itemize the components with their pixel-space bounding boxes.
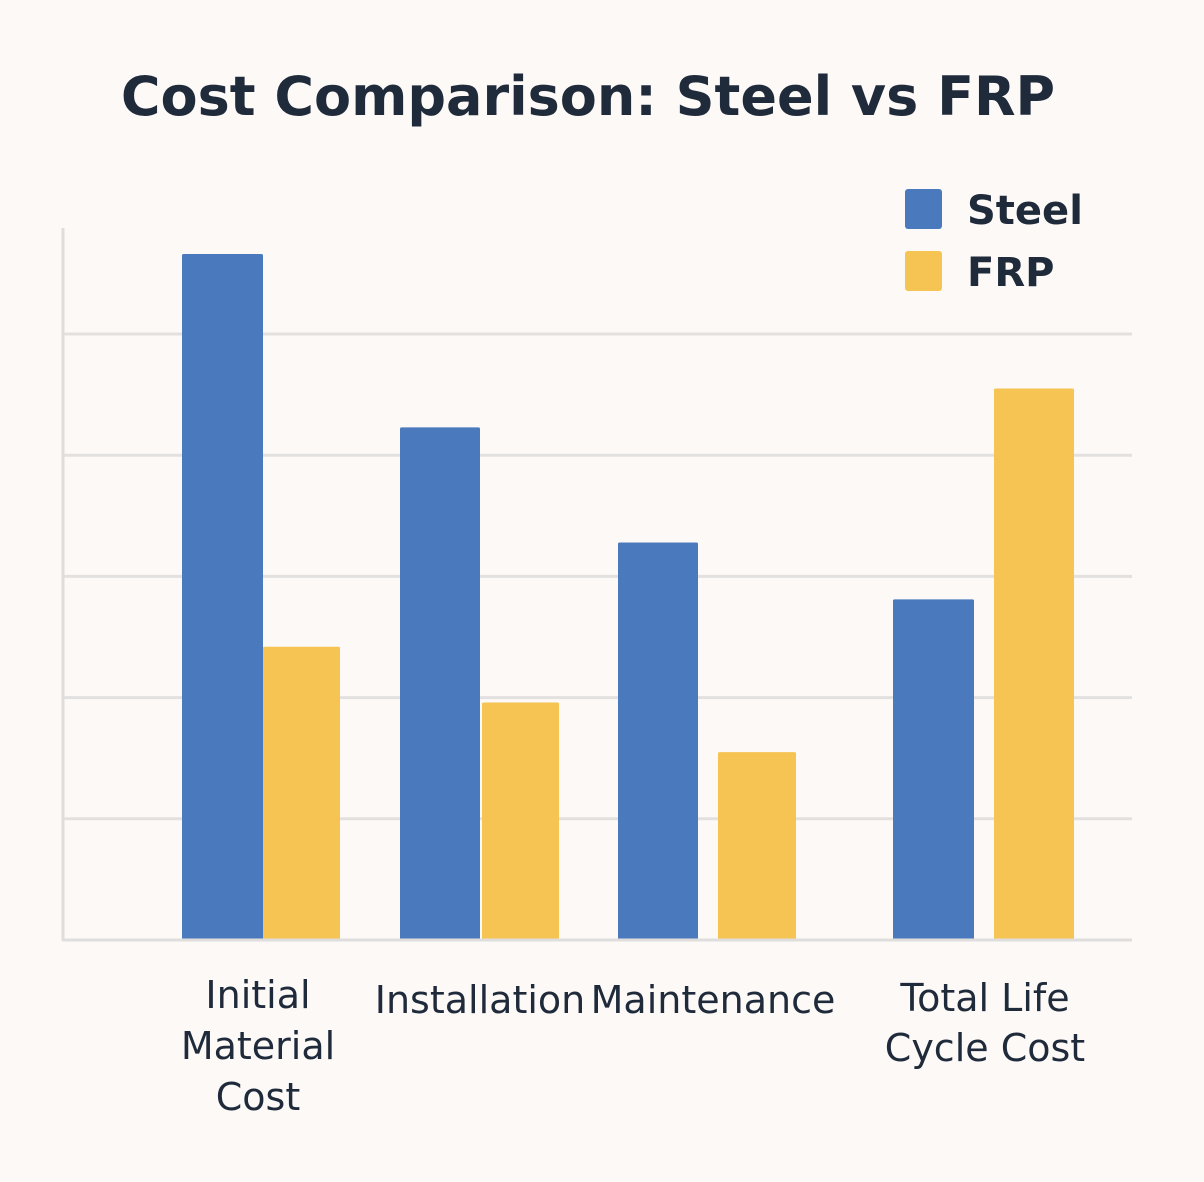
x-tick-label: Cost [216, 1075, 300, 1119]
x-tick-label: Installation [375, 978, 585, 1022]
x-tick-label: Total Life [899, 976, 1069, 1020]
legend-swatch-steel [905, 189, 942, 229]
bar-frp [718, 752, 796, 940]
bar-steel [400, 427, 480, 941]
bar-steel [182, 254, 263, 940]
chart-title: Cost Comparison: Steel vs FRP [121, 65, 1055, 128]
legend-label-steel: Steel [967, 188, 1083, 234]
bar-frp [482, 702, 559, 940]
x-tick-label: Material [181, 1024, 335, 1068]
x-tick-label: Initial [205, 973, 310, 1017]
x-tick-label: Maintenance [591, 978, 836, 1022]
legend: Steel FRP [905, 188, 1083, 296]
bars [182, 254, 1074, 941]
x-tick-label: Cycle Cost [885, 1026, 1085, 1070]
bar-frp [994, 388, 1074, 940]
legend-label-frp: FRP [967, 250, 1054, 296]
bar-steel [893, 599, 974, 940]
bar-steel [618, 542, 698, 940]
bar-frp [263, 646, 340, 940]
legend-swatch-frp [905, 251, 942, 291]
x-tick-labels: Initial Material Cost Installation Maintenan… [181, 973, 1085, 1119]
